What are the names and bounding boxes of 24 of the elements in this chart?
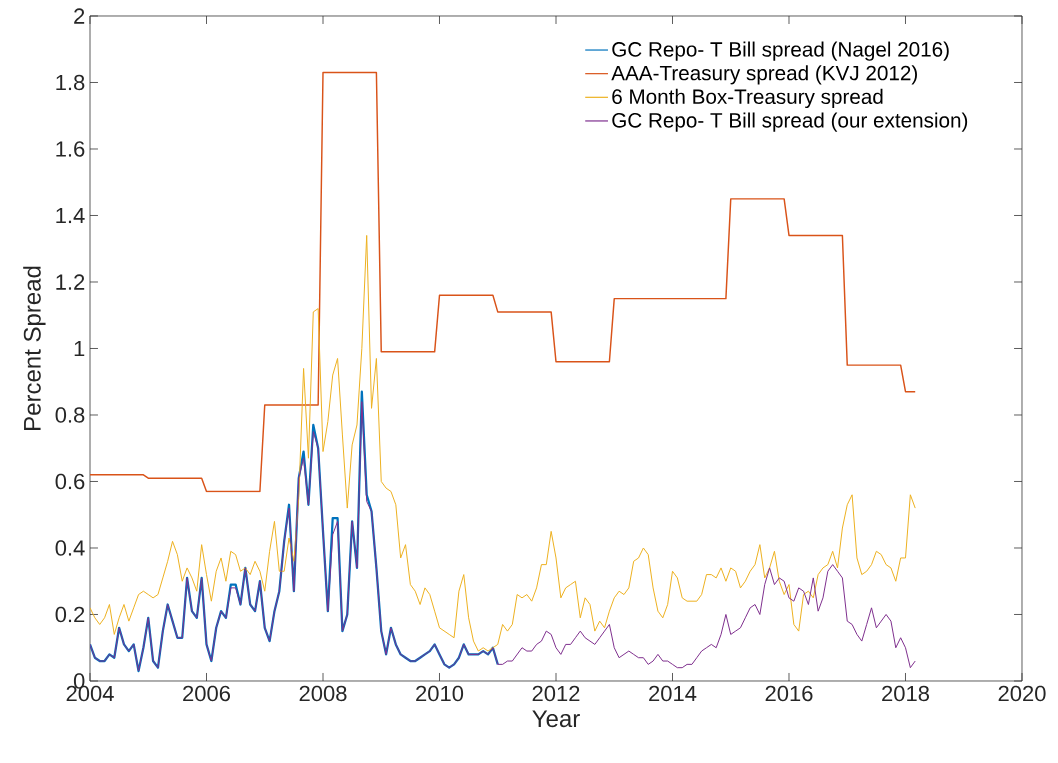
- y-tick-label: 1.2: [56, 274, 85, 290]
- y-tick-label: 1: [74, 340, 85, 357]
- y-axis-title: Percent Spread: [23, 266, 46, 430]
- x-tick-label: 2006: [183, 685, 230, 702]
- legend-label: AAA-Treasury spread (KVJ 2012): [611, 65, 917, 85]
- x-tick-label: 2018: [882, 685, 929, 702]
- x-tick-label: 2020: [998, 685, 1046, 702]
- y-tick-label: 1.6: [56, 141, 85, 157]
- x-tick-label: 2014: [649, 685, 697, 702]
- legend-label: GC Repo- T Bill spread (Nagel 2016): [612, 41, 949, 61]
- x-tick-label: 2008: [299, 685, 347, 702]
- y-tick-label: 0.2: [55, 606, 85, 623]
- legend-label: 6 Month Box-Treasury spread: [612, 88, 883, 109]
- y-tick-label: 0.6: [55, 473, 85, 490]
- y-tick-label: 0.4: [55, 540, 85, 556]
- x-tick-label: 2016: [765, 685, 813, 702]
- legend-label: GC Repo- T Bill spread (our extension): [612, 112, 968, 132]
- y-tick-label: 1.4: [56, 207, 85, 224]
- x-tick-label: 2012: [532, 685, 580, 702]
- x-tick-label: 2010: [416, 685, 464, 702]
- y-tick-label: 2: [74, 8, 85, 24]
- x-axis-title: Year: [532, 710, 580, 728]
- y-tick-label: 0.8: [55, 407, 85, 423]
- y-tick-label: 1.8: [56, 74, 85, 91]
